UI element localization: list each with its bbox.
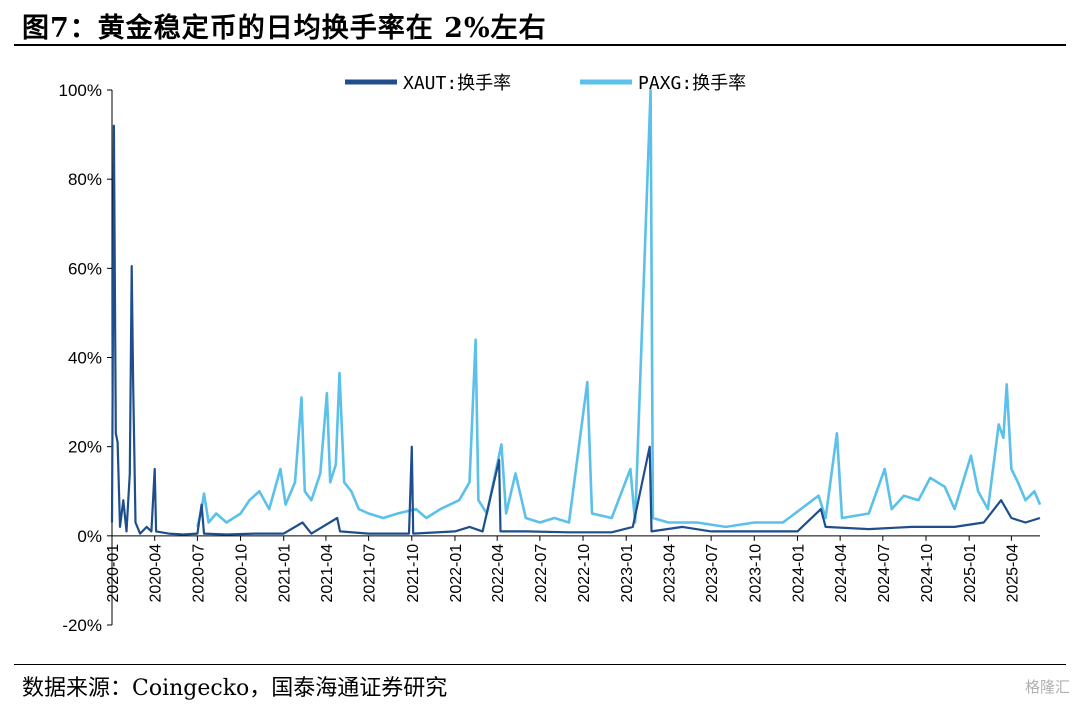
x-tick-label: 2023-10 <box>747 544 764 603</box>
x-tick-label: 2023-04 <box>661 544 678 603</box>
x-tick-label: 2024-01 <box>790 544 807 603</box>
x-tick-label: 2022-01 <box>448 544 465 603</box>
y-tick-label: 0% <box>77 527 102 546</box>
source-rule <box>14 664 1066 665</box>
x-tick-label: 2020-04 <box>148 544 165 603</box>
x-tick-label: 2021-10 <box>405 544 422 603</box>
x-tick-label: 2020-10 <box>234 544 251 603</box>
watermark-logo: 格隆汇 <box>1024 678 1070 696</box>
x-tick-label: 2022-04 <box>490 544 507 603</box>
x-tick-label: 2025-01 <box>962 544 979 603</box>
x-tick-label: 2021-01 <box>277 544 294 603</box>
figure-title: 图7：黄金稳定币的日均换手率在 2%左右 <box>22 13 547 44</box>
x-tick-label: 2024-10 <box>919 544 936 603</box>
x-tick-label: 2022-10 <box>576 544 593 603</box>
x-tick-label: 2024-07 <box>876 544 893 603</box>
x-tick-label: 2023-01 <box>619 544 636 603</box>
x-tick-label: 2023-07 <box>704 544 721 603</box>
x-tick-label: 2025-04 <box>1004 544 1021 603</box>
xaut-series-line <box>110 124 1041 536</box>
x-tick-label: 2021-04 <box>319 544 336 603</box>
title-rule <box>14 44 1066 46</box>
x-tick-label: 2022-07 <box>533 544 550 603</box>
x-tick-label: 2021-07 <box>362 544 379 603</box>
paxg-series-line <box>196 88 1042 529</box>
legend-xaut-label: XAUT:换手率 <box>403 73 511 94</box>
y-tick-label: 100% <box>59 81 102 100</box>
x-tick-label: 2024-04 <box>833 544 850 603</box>
source-note: 数据来源：Coingecko，国泰海通证券研究 <box>22 676 448 701</box>
y-tick-label: -20% <box>62 616 102 635</box>
x-tick-label: 2020-07 <box>190 544 207 603</box>
y-tick-label: 60% <box>68 259 102 278</box>
y-tick-label: 80% <box>68 170 102 189</box>
y-tick-label: 40% <box>68 349 102 368</box>
legend-paxg-label: PAXG:换手率 <box>638 73 746 94</box>
y-tick-label: 20% <box>68 438 102 457</box>
x-tick-label: 2020-01 <box>105 544 122 603</box>
